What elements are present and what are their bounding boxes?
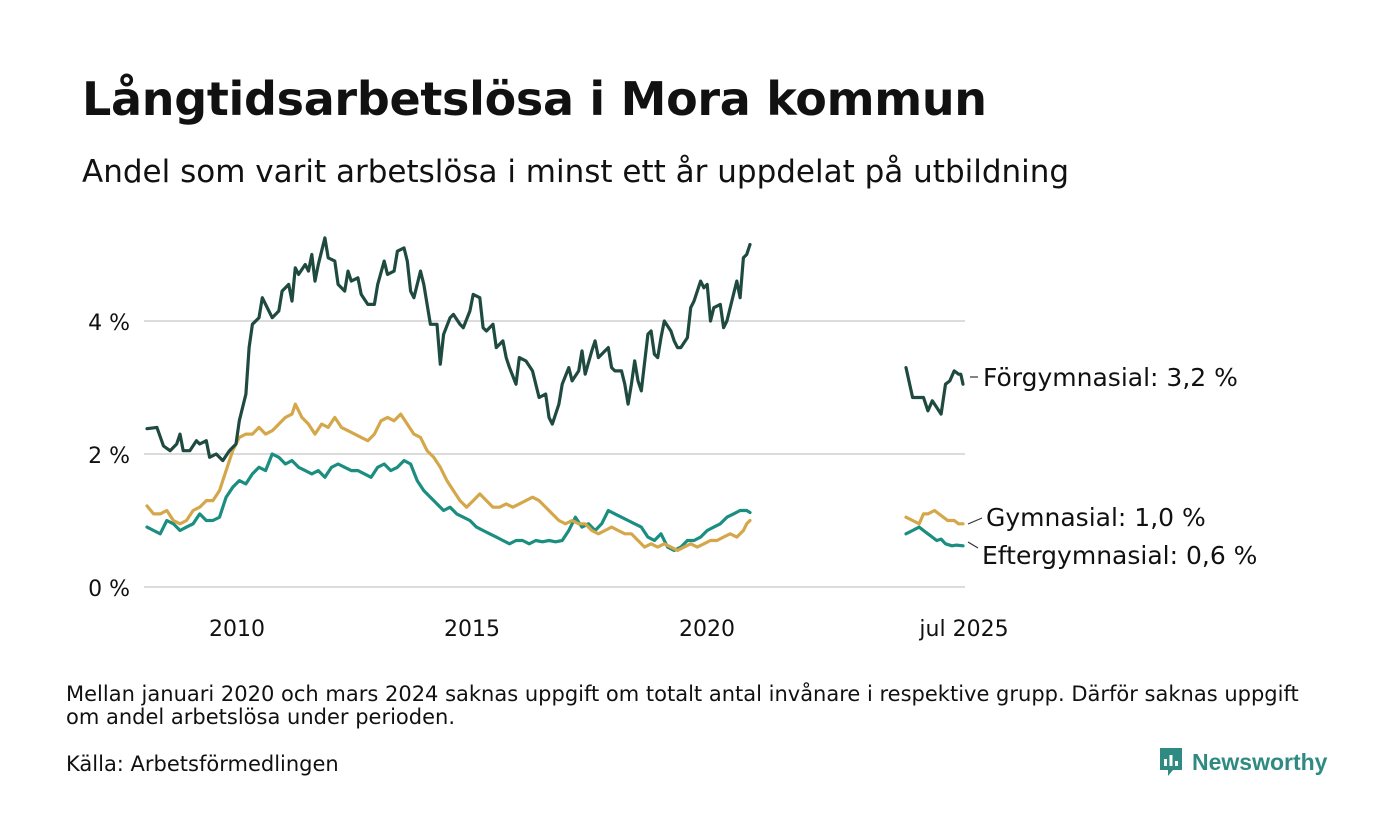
newsworthy-logo-icon (1160, 748, 1182, 776)
end-label-forgymnasial: Förgymnasial: 3,2 % (983, 363, 1238, 392)
x-tick-label: 2015 (444, 617, 500, 642)
footnote: Mellan januari 2020 och mars 2024 saknas… (66, 682, 1299, 729)
y-tick-label: 4 % (88, 311, 130, 336)
line-chart: 0 % 2 % 4 % 2010 2015 2020 jul 2025 Förg… (88, 236, 1257, 642)
series-line-forgymnasial-early (145, 236, 752, 463)
x-axis-ticks: 2010 2015 2020 jul 2025 (209, 617, 1009, 642)
label-leader-eftergymnasial (967, 541, 979, 549)
y-tick-label: 2 % (88, 444, 130, 469)
chart-title: Långtidsarbetslösa i Mora kommun (82, 72, 987, 126)
series-lines (145, 236, 965, 553)
chart-subtitle: Andel som varit arbetslösa i minst ett å… (82, 154, 1070, 190)
end-label-eftergymnasial: Eftergymnasial: 0,6 % (982, 541, 1257, 570)
x-tick-label: 2020 (679, 617, 735, 642)
brand-logo: Newsworthy (1158, 746, 1327, 778)
series-line-gymnasial-late (904, 508, 965, 526)
y-tick-label: 0 % (88, 577, 130, 602)
end-labels: Förgymnasial: 3,2 % Gymnasial: 1,0 % Eft… (967, 363, 1257, 570)
source-note: Källa: Arbetsförmedlingen (66, 752, 339, 776)
x-tick-label: 2010 (209, 617, 265, 642)
series-line-gymnasial-early (145, 402, 752, 553)
y-axis-ticks: 0 % 2 % 4 % (88, 311, 130, 602)
gridlines (144, 320, 965, 588)
end-label-gymnasial: Gymnasial: 1,0 % (986, 503, 1206, 532)
series-line-forgymnasial-late (904, 366, 965, 416)
series-line-eftergymnasial-early (145, 452, 752, 553)
brand-name: Newsworthy (1192, 748, 1328, 775)
series-line-eftergymnasial-late (904, 525, 965, 548)
x-tick-label: jul 2025 (918, 617, 1008, 642)
label-leader-gymnasial (967, 517, 983, 525)
